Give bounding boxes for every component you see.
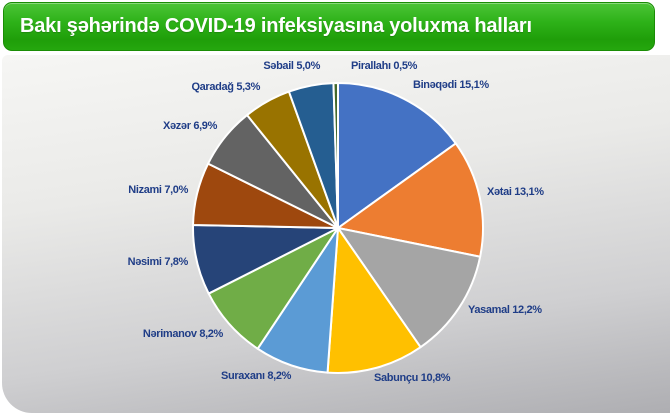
page-title: Bakı şəhərində COVID-19 infeksiyasına yo… [20,15,532,37]
pie-label-nizami: Nizami 7,0% [128,184,188,196]
pie-label-qaradag: Qaradağ 5,3% [191,81,260,93]
pie-label-xatai: Xətai 13,1% [487,186,544,198]
pie-label-sabail: Səbail 5,0% [263,60,320,72]
pie-slice-yasamal [337,227,482,349]
header-bar: Bakı şəhərində COVID-19 infeksiyasına yo… [3,2,655,51]
pie-label-binaqadi: Binəqədi 15,1% [413,79,489,91]
pie-slice-xatai [337,142,484,258]
pie-label-pirallahi: Pirallahı 0,5% [351,60,418,72]
pie-label-sabuncu: Sabunçu 10,8% [374,372,451,384]
pie-label-yasamal: Yasamal 12,2% [468,304,542,316]
pie-slice-binaqadi [337,82,457,229]
pie-label-suraxani: Suraxanı 8,2% [221,370,292,382]
pie-label-xazar: Xəzər 6,9% [163,120,217,132]
pie-slice-sabuncu [326,227,422,374]
pie-label-narimanov: Nərimanov 8,2% [142,328,223,340]
pie-slice-pirallahi [332,81,339,229]
pie-label-nasimi: Nəsimi 7,8% [127,256,189,268]
